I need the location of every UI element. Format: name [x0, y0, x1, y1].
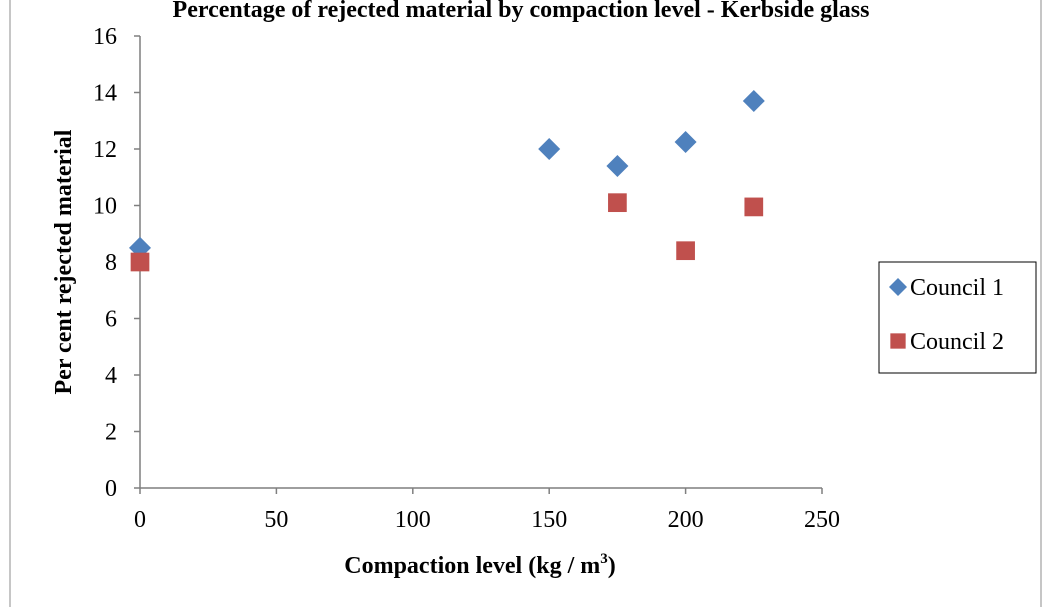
- council-1-data-point: [538, 138, 561, 160]
- council-2-data-point: [608, 193, 627, 213]
- legend-marker-1: [889, 278, 907, 296]
- x-ticks: 0 50 100 150 200 250: [134, 488, 840, 533]
- x-axis-title-end: ): [608, 553, 616, 579]
- y-ticks: 0 2 4 6 8 10 12 14 16: [93, 24, 140, 502]
- y-tick-label: 4: [105, 363, 117, 389]
- y-axis-title: Per cent rejected material: [51, 129, 77, 394]
- chart-title: Percentage of rejected material by compa…: [173, 0, 870, 23]
- council-1-data-point: [606, 154, 629, 177]
- y-tick-label: 8: [105, 250, 117, 276]
- y-tick-label: 10: [93, 194, 117, 220]
- legend-marker-2: [890, 333, 906, 349]
- legend-box: [878, 261, 1037, 374]
- x-tick-label: 150: [531, 507, 567, 533]
- legend-items: Council 1 Council 2: [889, 275, 1004, 355]
- legend-label-1: Council 1: [910, 275, 1004, 301]
- x-axis-title: Compaction level (kg / m3): [344, 551, 615, 579]
- legend-label-2: Council 2: [910, 329, 1004, 355]
- x-axis-title-superscript: 3: [600, 551, 608, 567]
- y-tick-label: 6: [105, 307, 117, 333]
- y-tick-label: 0: [105, 476, 117, 502]
- council-2-data-point: [130, 252, 150, 272]
- y-tick-label: 14: [93, 81, 117, 107]
- legend: Council 1 Council 2: [878, 261, 1037, 374]
- plot-points: [129, 89, 765, 272]
- x-tick-label: 50: [264, 507, 288, 533]
- council-2-data-point: [676, 241, 695, 261]
- council-1-data-point: [742, 89, 765, 112]
- y-tick-label: 12: [93, 137, 117, 163]
- x-tick-label: 200: [668, 507, 704, 533]
- council-2-data-point: [744, 197, 764, 217]
- y-tick-label: 16: [93, 24, 117, 50]
- y-tick-label: 2: [105, 420, 117, 446]
- council-1-data-point: [674, 130, 697, 153]
- x-tick-label: 0: [134, 507, 146, 533]
- x-tick-label: 100: [395, 507, 431, 533]
- x-tick-label: 250: [804, 507, 840, 533]
